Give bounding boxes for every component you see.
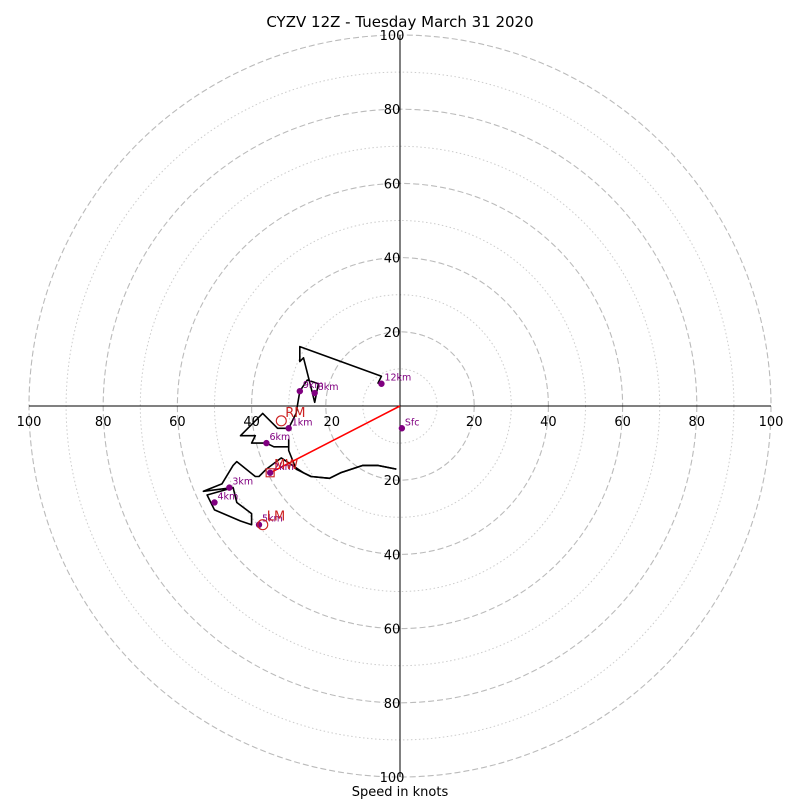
hodograph-line-lower: [202, 457, 397, 526]
height-label-1km: 1km: [292, 417, 313, 428]
tick-label-top: 100: [380, 29, 405, 44]
height-label-9km: 9km: [303, 380, 324, 391]
tick-label-top: 40: [384, 252, 401, 267]
height-point-9km: [296, 387, 304, 395]
height-label-12km: 12km: [384, 373, 411, 384]
height-point-2km: [266, 469, 274, 476]
height-point-4km: [211, 499, 218, 506]
storm-motion-vector: [269, 405, 401, 474]
motion-marker-MW: [265, 468, 275, 478]
chart-title: CYZV 12Z - Tuesday March 31 2020: [266, 13, 533, 31]
motion-label-LM: LM: [267, 510, 285, 525]
height-point-1km: [285, 425, 292, 432]
tick-label-right: 100: [759, 415, 784, 430]
tick-label-left: 40: [243, 415, 260, 430]
tick-label-right: 80: [689, 415, 706, 430]
tick-label-bottom: 60: [384, 623, 401, 638]
storm-vector-line: [269, 405, 401, 474]
motion-marker-RM: [275, 415, 287, 427]
tick-label-left: 100: [17, 415, 42, 430]
height-label-2km: 2km: [273, 462, 294, 473]
height-label-Sfc: Sfc: [405, 417, 420, 428]
height-label-6km: 6km: [269, 432, 290, 443]
tick-label-bottom: 80: [384, 697, 401, 712]
height-label-5km: 5km: [262, 514, 283, 525]
tick-label-left: 80: [95, 415, 112, 430]
tick-label-top: 20: [384, 326, 401, 341]
motion-marker-LM: [257, 519, 269, 531]
tick-label-right: 40: [540, 415, 557, 430]
height-label-3km: 3km: [232, 477, 253, 488]
tick-label-bottom: 20: [384, 474, 401, 489]
tick-label-top: 60: [384, 177, 401, 192]
height-point-3km: [226, 484, 233, 491]
tick-label-center-left: 20: [324, 415, 341, 430]
height-point-8km: [311, 389, 318, 397]
motion-label-RM: RM: [285, 406, 305, 421]
height-label-4km: 4km: [218, 491, 239, 502]
tick-label-left: 60: [169, 415, 186, 430]
tick-label-right: 60: [614, 415, 631, 430]
height-point-12km: [378, 380, 385, 387]
tick-labels: 100 80 60 40 20 20 40 60 80 100 100 80 60 40 20 20 40 60 8…: [17, 29, 784, 786]
x-axis-label: Speed in knots: [352, 785, 449, 800]
hodograph-line-upper: [239, 345, 397, 480]
tick-label-right: 20: [466, 415, 483, 430]
tick-label-top: 80: [384, 103, 401, 118]
tick-label-bottom: 40: [384, 548, 401, 563]
height-point-Sfc: [398, 425, 406, 432]
motion-label-MW: MW: [274, 458, 298, 473]
height-point-6km: [263, 439, 270, 447]
tick-label-bottom: 100: [380, 771, 405, 786]
storm-motions: RM MW LM: [257, 406, 306, 531]
height-label-8km: 8km: [318, 382, 339, 393]
hodograph-trace: [202, 345, 397, 526]
